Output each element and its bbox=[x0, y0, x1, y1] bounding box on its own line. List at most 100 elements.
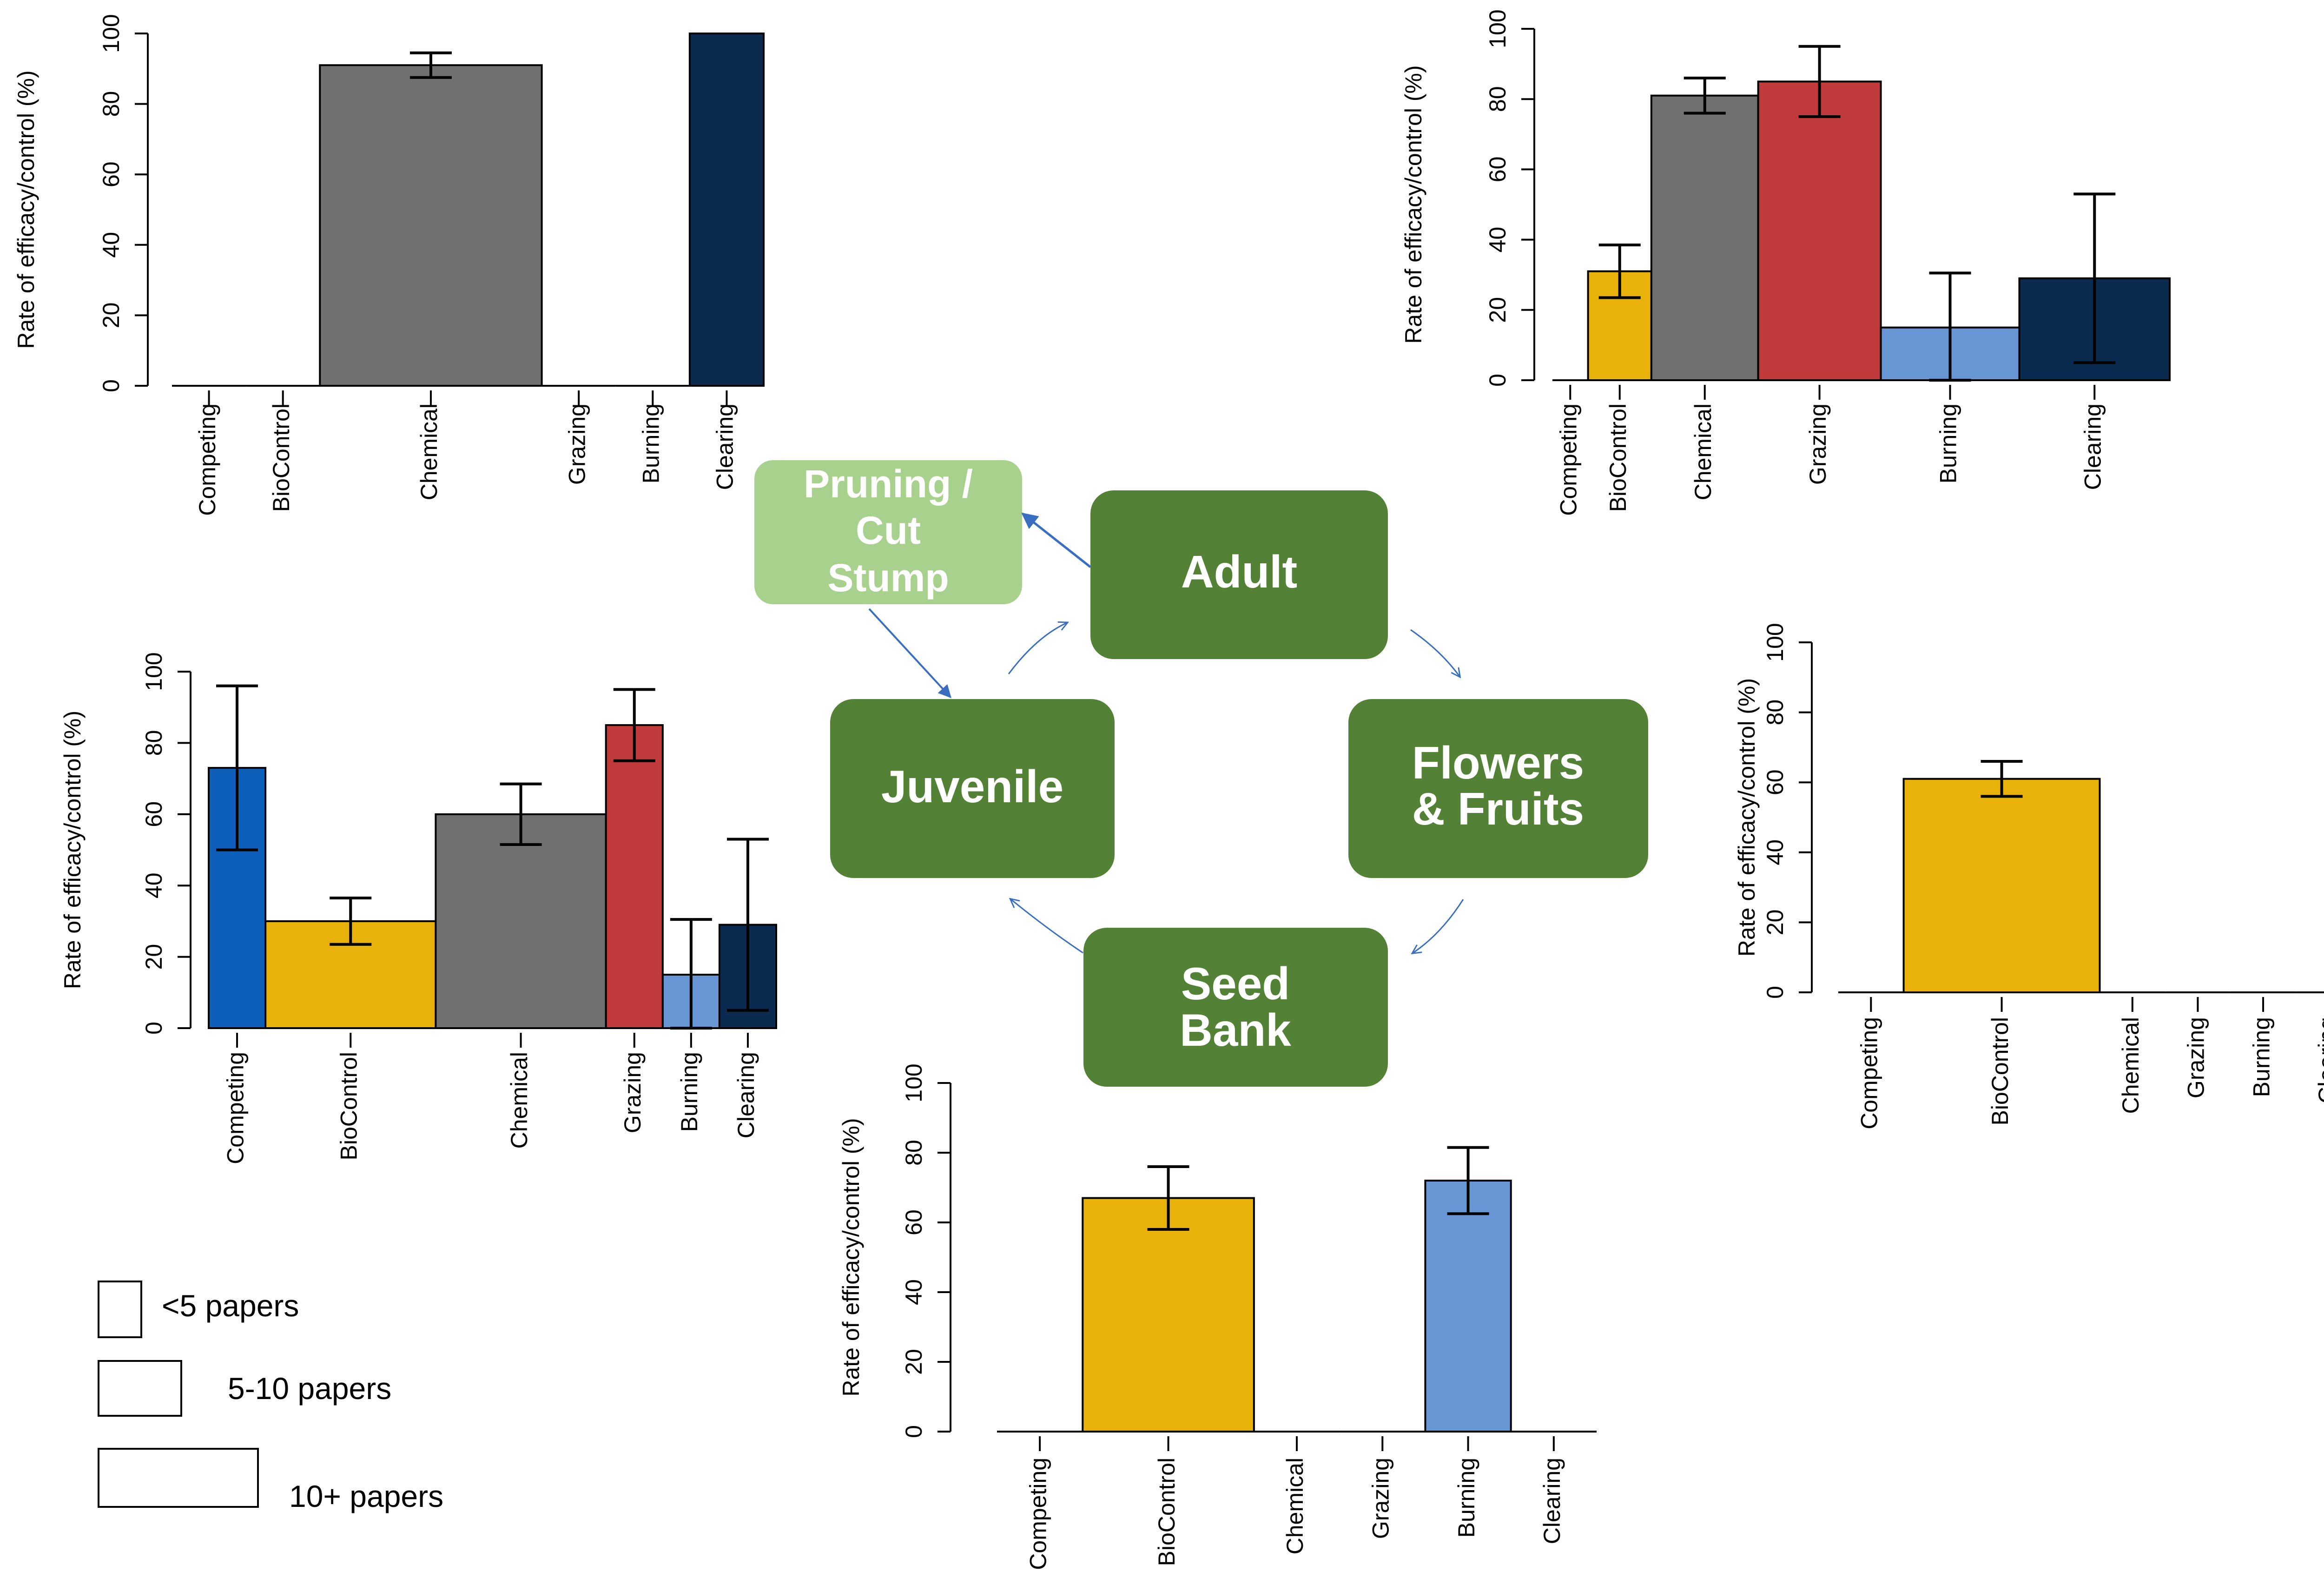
lifecycle-diagram: Pruning / Cut Stump Adult Juvenile Flowe… bbox=[754, 460, 1648, 1087]
x-tick-label-biocontrol: BioControl bbox=[1987, 1017, 2013, 1125]
legend-label-large: 10+ papers bbox=[289, 1479, 443, 1513]
y-axis-title: Rate of efficacy/control (%) bbox=[1400, 65, 1426, 343]
y-tick-label: 60 bbox=[141, 801, 167, 827]
x-tick-label-burning: Burning bbox=[1453, 1458, 1479, 1538]
x-tick-label-burning: Burning bbox=[2248, 1017, 2274, 1097]
seed-bank-box bbox=[1083, 928, 1388, 1087]
y-tick-label: 0 bbox=[98, 379, 124, 392]
y-tick-label: 20 bbox=[98, 303, 124, 329]
bar-grazing bbox=[605, 724, 664, 1030]
y-tick-label: 20 bbox=[1762, 910, 1788, 936]
y-tick-label: 100 bbox=[901, 1063, 927, 1102]
x-tick-label-chemical: Chemical bbox=[2118, 1017, 2144, 1114]
legend-box-small bbox=[98, 1281, 142, 1338]
bar-chemical bbox=[319, 64, 543, 387]
pruning-label-line2: Cut bbox=[856, 508, 921, 552]
arrow-flowers-to-seed bbox=[1413, 899, 1464, 953]
chart-adult: 0 20 40 60 80 100 Rate of efficacy/control (%)… bbox=[1400, 9, 2171, 516]
x-tick-label-burning: Burning bbox=[1935, 403, 1961, 483]
x-tick-label-burning: Burning bbox=[676, 1052, 702, 1132]
x-tick-label-competing: Competing bbox=[194, 403, 220, 516]
legend-label-medium: 5-10 papers bbox=[228, 1371, 391, 1406]
arrow-seed-to-juvenile bbox=[1011, 899, 1083, 954]
y-tick-label: 100 bbox=[1485, 9, 1511, 48]
y-tick-label: 60 bbox=[1485, 157, 1511, 183]
bar-biocontrol bbox=[1082, 1197, 1255, 1433]
x-tick-label-grazing: Grazing bbox=[564, 403, 590, 485]
y-tick-label: 80 bbox=[98, 91, 124, 117]
bar-clearing bbox=[688, 33, 765, 387]
y-tick-label: 20 bbox=[141, 944, 167, 970]
y-tick-label: 0 bbox=[1762, 986, 1788, 999]
x-tick-label-clearing: Clearing bbox=[733, 1052, 759, 1138]
y-tick-label: 20 bbox=[901, 1349, 927, 1375]
arrow-pruning-to-juvenile bbox=[868, 608, 951, 699]
arrow-juvenile-to-adult bbox=[1008, 623, 1067, 674]
x-tick-label-chemical: Chemical bbox=[416, 403, 442, 500]
y-tick-label: 100 bbox=[1762, 623, 1788, 661]
x-tick-label-competing: Competing bbox=[1856, 1017, 1882, 1129]
chart-seed: 0 20 40 60 80 100 Rate of efficacy/control (%)… bbox=[838, 1063, 1597, 1570]
x-tick-label-grazing: Grazing bbox=[620, 1052, 646, 1133]
x-tick-label-grazing: Grazing bbox=[2183, 1017, 2209, 1098]
bar-chemical bbox=[1650, 94, 1759, 381]
x-tick-label-clearing: Clearing bbox=[2314, 1017, 2324, 1103]
y-tick-label: 60 bbox=[1762, 769, 1788, 795]
y-axis-title: Rate of efficacy/control (%) bbox=[13, 70, 39, 349]
x-tick-label-biocontrol: BioControl bbox=[1154, 1458, 1180, 1566]
x-tick-label-competing: Competing bbox=[222, 1052, 248, 1164]
juvenile-box bbox=[830, 699, 1115, 878]
chart-juvenile: 0 20 40 60 80 100 Rate of efficacy/control (%)… bbox=[59, 652, 778, 1164]
legend-label-small: <5 papers bbox=[162, 1288, 299, 1323]
y-tick-label: 80 bbox=[901, 1140, 927, 1166]
x-tick-label-chemical: Chemical bbox=[1282, 1458, 1308, 1554]
y-tick-label: 80 bbox=[141, 730, 167, 756]
x-tick-label-grazing: Grazing bbox=[1367, 1458, 1393, 1539]
x-tick-label-burning: Burning bbox=[638, 403, 664, 483]
y-tick-label: 80 bbox=[1762, 700, 1788, 726]
bar-grazing bbox=[1757, 80, 1882, 381]
flowers-label-line1: Flowers bbox=[1412, 737, 1584, 788]
y-tick-label: 0 bbox=[141, 1022, 167, 1035]
x-tick-label-competing: Competing bbox=[1556, 403, 1582, 516]
y-tick-label: 0 bbox=[1485, 374, 1511, 387]
arrow-adult-to-pruning bbox=[1021, 512, 1091, 568]
x-tick-label-chemical: Chemical bbox=[1690, 403, 1716, 500]
x-tick-label-clearing: Clearing bbox=[1539, 1458, 1565, 1544]
y-axis-title: Rate of efficacy/control (%) bbox=[59, 711, 86, 989]
seed-label-line2: Bank bbox=[1180, 1004, 1291, 1056]
pruning-label-line1: Pruning / bbox=[804, 462, 973, 506]
y-tick-label: 40 bbox=[901, 1279, 927, 1305]
legend-box-large bbox=[98, 1448, 259, 1508]
y-tick-label: 40 bbox=[98, 232, 124, 258]
pruning-label-line3: Stump bbox=[827, 556, 949, 600]
flowers-label-line2: & Fruits bbox=[1412, 783, 1584, 834]
x-tick-label-biocontrol: BioControl bbox=[1605, 403, 1631, 512]
y-tick-label: 20 bbox=[1485, 297, 1511, 323]
x-tick-label-clearing: Clearing bbox=[712, 403, 738, 490]
y-tick-label: 40 bbox=[1485, 227, 1511, 253]
x-tick-label-competing: Competing bbox=[1025, 1458, 1051, 1570]
x-tick-label-clearing: Clearing bbox=[2080, 403, 2106, 490]
x-tick-label-biocontrol: BioControl bbox=[268, 403, 294, 512]
y-tick-label: 40 bbox=[141, 872, 167, 898]
bar-biocontrol bbox=[1902, 778, 2101, 994]
y-tick-label: 60 bbox=[98, 161, 124, 187]
arrow-adult-to-flowers bbox=[1410, 629, 1459, 676]
flowers-box bbox=[1348, 699, 1648, 878]
x-tick-label-biocontrol: BioControl bbox=[336, 1052, 362, 1160]
seed-label-line1: Seed bbox=[1181, 958, 1290, 1009]
chart-pruning: 0 20 40 60 80 100 Rate of efficacy/control (%)… bbox=[13, 14, 765, 516]
bar-chemical bbox=[435, 813, 607, 1030]
y-tick-label: 80 bbox=[1485, 86, 1511, 112]
y-tick-label: 100 bbox=[141, 652, 167, 691]
y-tick-label: 100 bbox=[98, 14, 124, 53]
adult-label: Adult bbox=[1181, 546, 1297, 597]
y-tick-label: 40 bbox=[1762, 839, 1788, 865]
adult-box bbox=[1090, 490, 1388, 659]
legend-box-medium bbox=[98, 1360, 182, 1417]
y-tick-label: 60 bbox=[901, 1209, 927, 1235]
x-tick-label-grazing: Grazing bbox=[1805, 403, 1831, 485]
